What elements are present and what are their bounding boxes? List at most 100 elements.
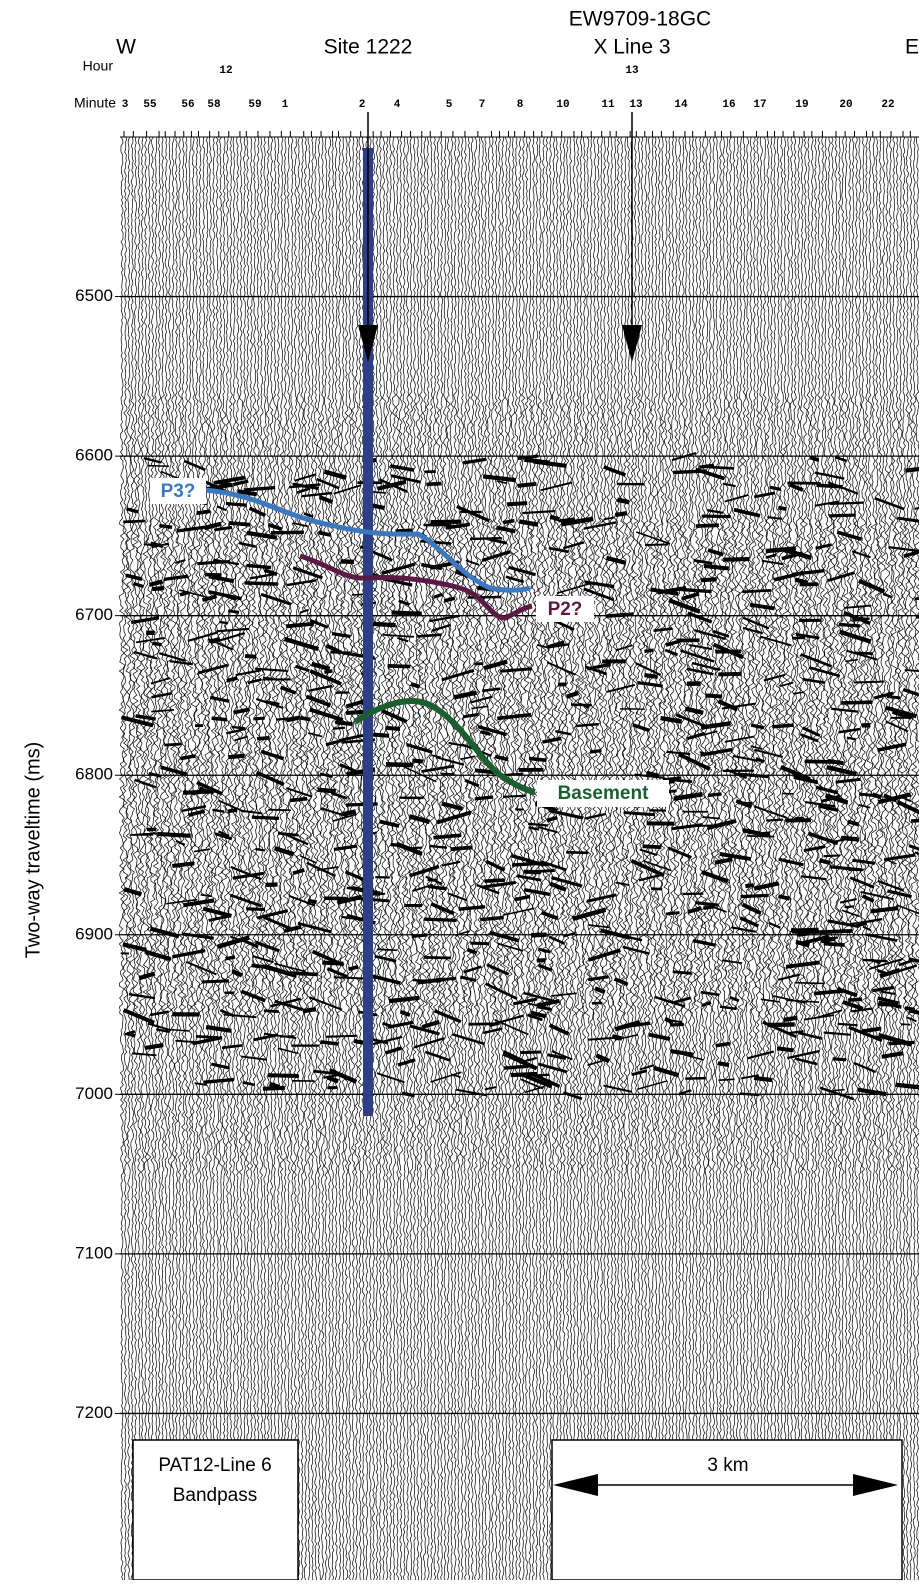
reflector [430, 846, 447, 848]
reflector [303, 1009, 316, 1011]
trace [282, 137, 288, 1580]
reflector [702, 516, 731, 517]
trace [459, 137, 465, 1580]
reflector [702, 817, 719, 818]
reflector [666, 913, 679, 914]
reflector [715, 859, 733, 862]
trace [656, 137, 662, 1580]
reflector [816, 545, 832, 549]
reflector [180, 756, 195, 759]
trace [697, 137, 703, 1580]
reflector [517, 876, 542, 881]
trace [911, 137, 917, 1580]
trace [809, 137, 815, 1580]
reflector [768, 1024, 795, 1025]
reflector [189, 811, 205, 815]
reflector [474, 663, 483, 664]
reflector [290, 799, 307, 801]
trace [218, 137, 224, 1580]
reflector [269, 525, 282, 529]
reflector [229, 523, 251, 525]
trace [204, 137, 210, 1580]
trace [333, 137, 339, 1580]
reflector [643, 846, 662, 847]
reflector [286, 624, 314, 627]
reflector [503, 796, 526, 797]
reflector [804, 847, 825, 851]
reflector [250, 508, 266, 515]
trace [803, 137, 809, 1580]
reflector [524, 890, 550, 895]
trace [391, 137, 397, 1580]
horizon-label: P3? [161, 481, 196, 502]
reflector [395, 530, 411, 531]
trace [408, 137, 414, 1580]
reflector [887, 697, 900, 698]
trace [388, 137, 394, 1580]
reflector [428, 880, 438, 881]
trace [235, 137, 241, 1580]
trace [184, 137, 190, 1580]
reflector [220, 622, 228, 623]
reflector [257, 772, 284, 784]
reflector [878, 970, 888, 973]
trace [476, 137, 482, 1580]
trace [531, 137, 537, 1580]
trace [170, 137, 176, 1580]
reflector [409, 816, 429, 822]
trace [381, 137, 387, 1580]
reflector [754, 493, 775, 497]
trace [211, 137, 217, 1580]
reflector [257, 738, 270, 739]
reflector [716, 1044, 730, 1046]
reflector [194, 849, 210, 851]
reflector [430, 1072, 461, 1082]
reflector [324, 472, 346, 478]
seismic-traces [119, 131, 919, 1580]
reflector [459, 907, 486, 909]
reflector [686, 709, 704, 713]
trace [830, 137, 836, 1580]
minute: 1 [282, 99, 289, 111]
reflector [615, 883, 629, 885]
reflector [767, 517, 782, 519]
trace [316, 137, 322, 1580]
reflector [633, 725, 650, 731]
reflector [824, 944, 845, 945]
reflector [615, 513, 627, 515]
trace [469, 137, 475, 1580]
reflector [245, 656, 256, 657]
reflector [500, 669, 532, 671]
minute: 58 [207, 99, 221, 111]
reflector [723, 484, 736, 487]
reflector [590, 751, 601, 752]
trace [262, 137, 268, 1580]
reflector [470, 943, 489, 944]
trace [456, 137, 462, 1580]
reflector [795, 983, 824, 984]
reflector [645, 544, 668, 545]
reflector [793, 692, 804, 693]
reflector [606, 558, 625, 563]
reflector [585, 814, 605, 819]
reflector [778, 508, 786, 510]
trace [432, 137, 438, 1580]
title: EW9709-18GC [569, 8, 711, 31]
reflector [172, 863, 194, 866]
reflector [463, 459, 486, 462]
reflector [520, 1052, 541, 1053]
reflector [624, 813, 655, 815]
reflector [202, 981, 229, 982]
reflector [529, 758, 546, 760]
trace [350, 137, 356, 1580]
minute: 7 [479, 99, 486, 111]
reflector [911, 820, 919, 821]
trace [843, 137, 849, 1580]
reflector [201, 895, 212, 896]
y-tick-label: 7200 [75, 1403, 113, 1422]
reflector [246, 565, 271, 567]
trace [449, 137, 455, 1580]
reflector [909, 1010, 919, 1014]
trace [653, 137, 659, 1580]
reflector [734, 510, 760, 516]
